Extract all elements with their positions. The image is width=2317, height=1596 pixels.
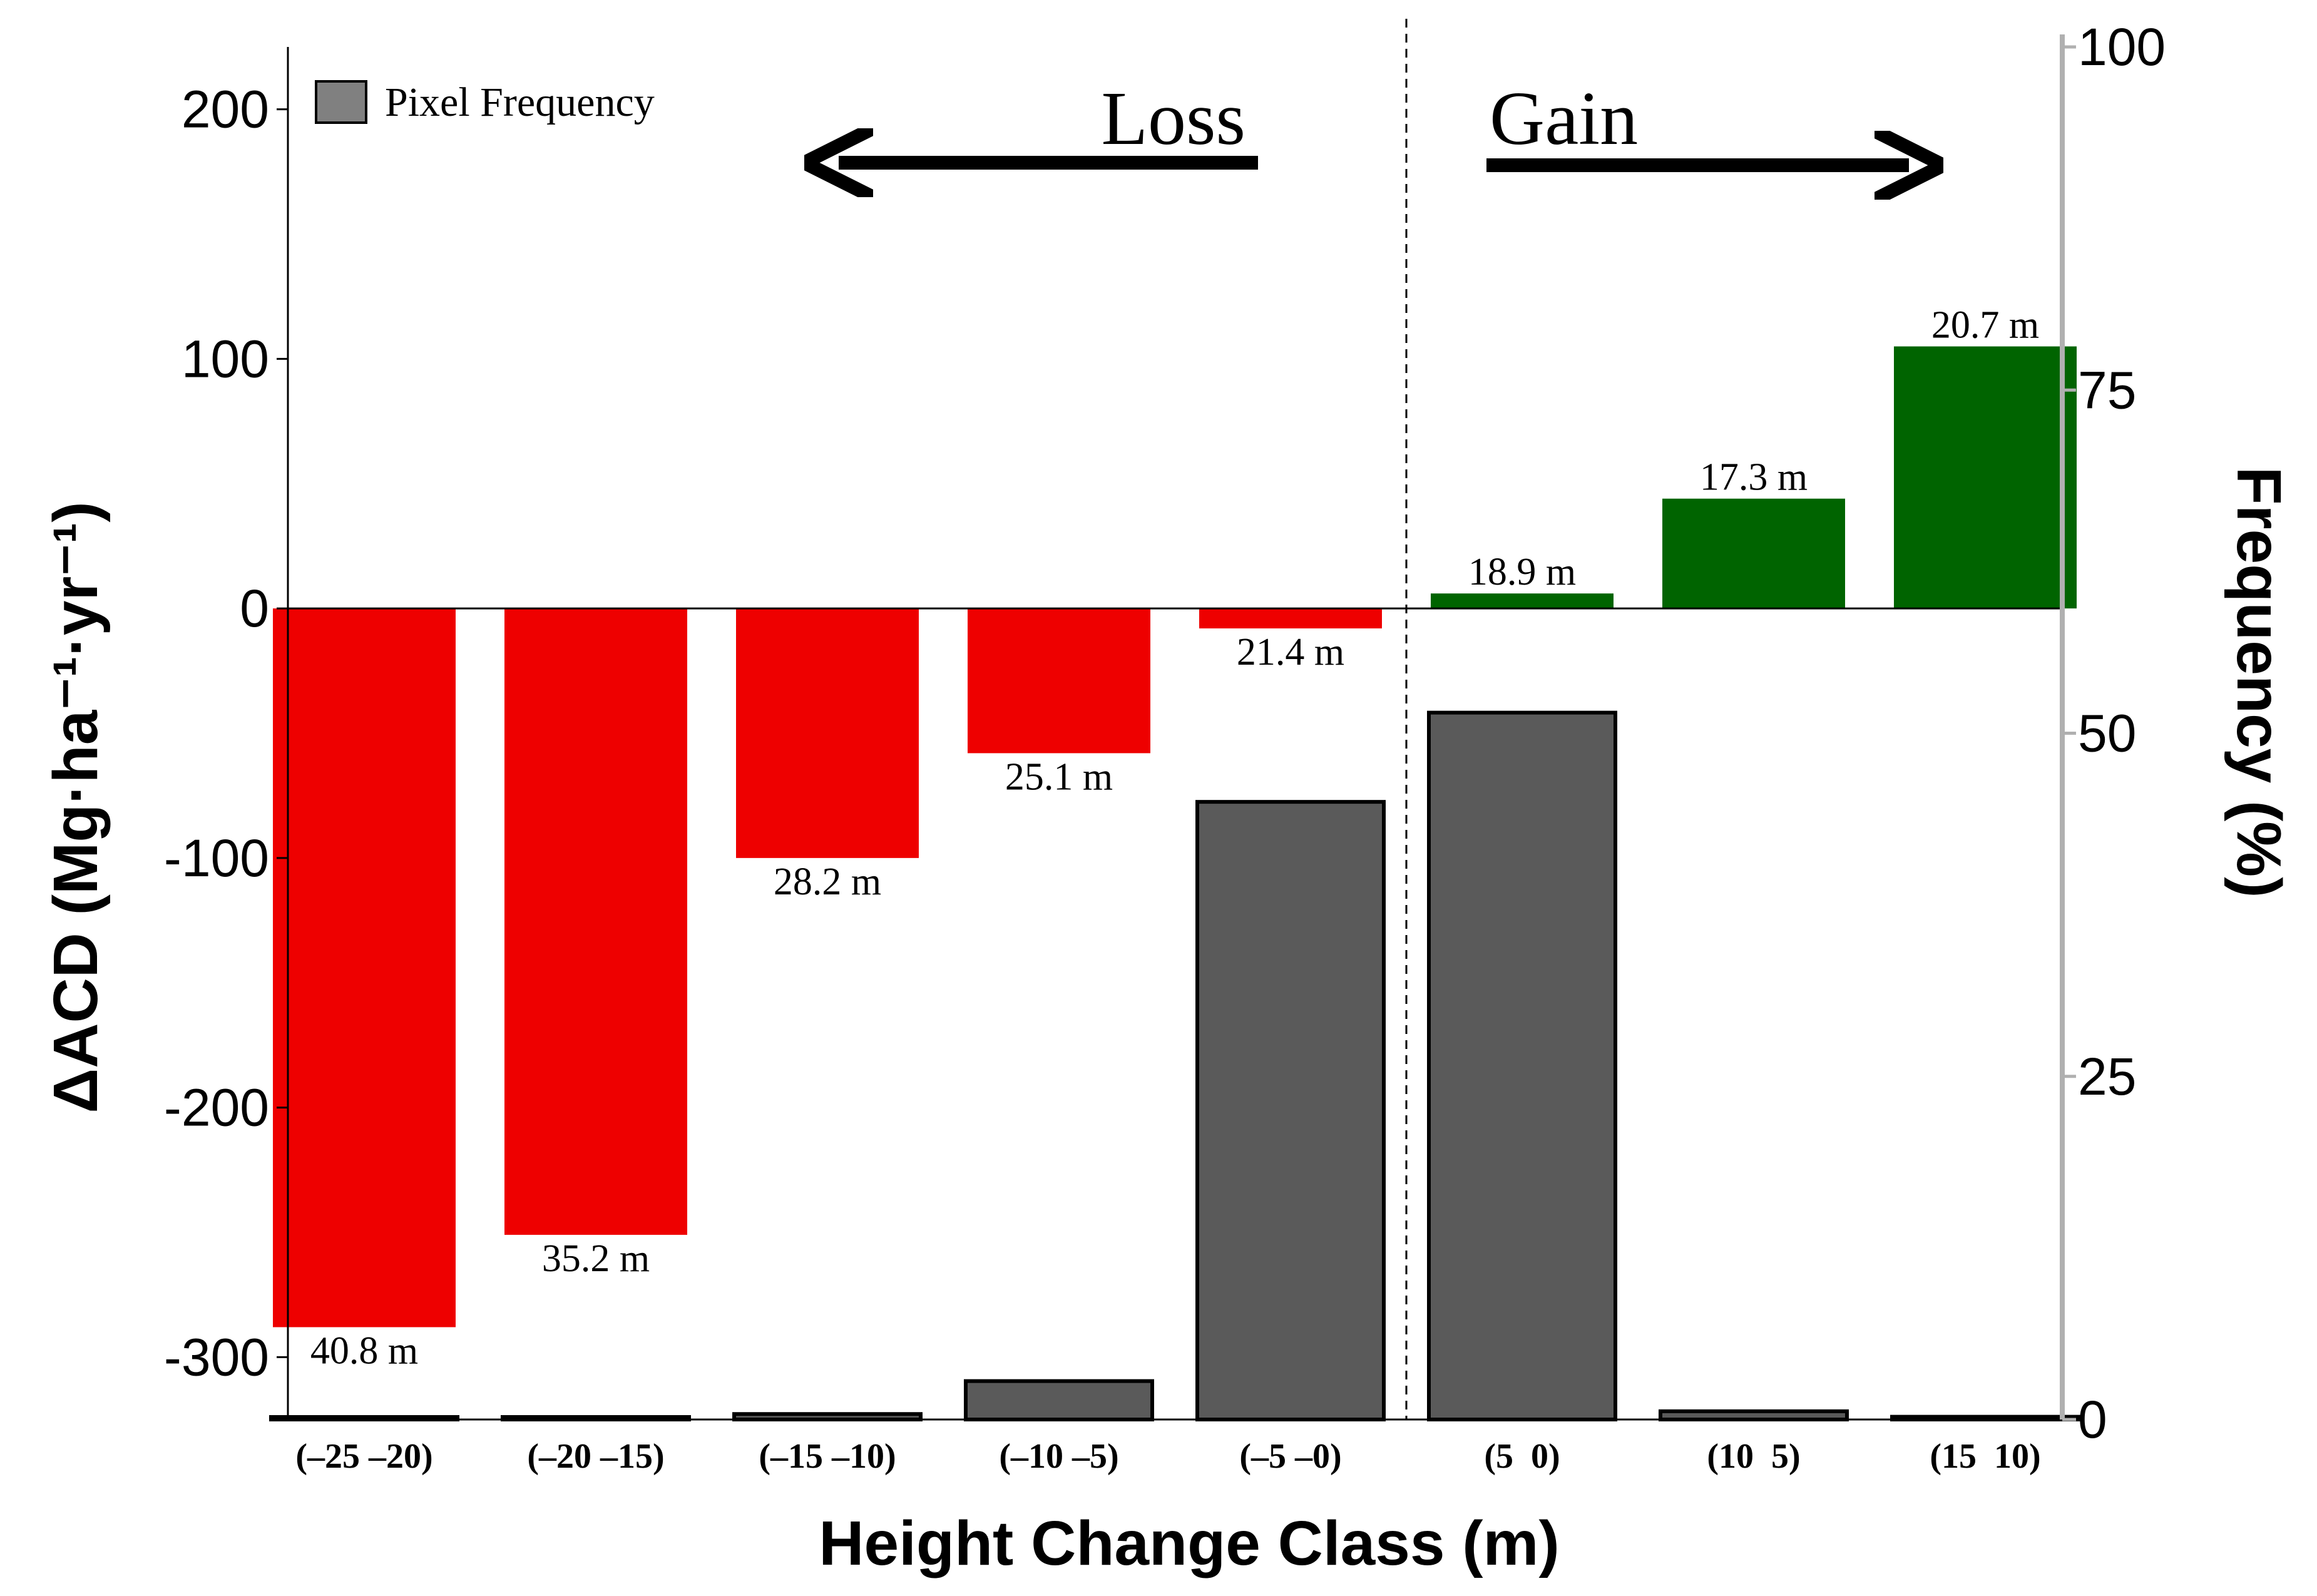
bar-value-label: 17.3 m bbox=[1700, 456, 1808, 499]
frequency-bars bbox=[269, 710, 2080, 1422]
left-tick-label: -200 bbox=[164, 1078, 269, 1137]
acd-bar bbox=[273, 608, 456, 1327]
category-label: (10 5) bbox=[1707, 1437, 1800, 1476]
left-tick-label: -100 bbox=[164, 829, 269, 888]
left-tick-label: 0 bbox=[240, 579, 269, 638]
left-tick-label: -300 bbox=[164, 1327, 269, 1386]
legend-label: Pixel Frequency bbox=[385, 79, 655, 125]
right-axis-ticks: 100 75 50 25 0 bbox=[2062, 18, 2166, 1449]
acd-bar bbox=[968, 608, 1150, 754]
acd-bar bbox=[504, 608, 687, 1235]
bar-value-labels: 40.8 m 35.2 m 28.2 m 25.1 m 21.4 m 18.9 m 17.3… bbox=[310, 304, 2039, 1372]
legend: Pixel Frequency bbox=[315, 79, 655, 125]
legend-swatch bbox=[315, 80, 367, 124]
acd-bar bbox=[1199, 608, 1382, 629]
y-axis-title: ΔACD (Mg·ha⁻¹·yr⁻¹) bbox=[41, 501, 111, 1113]
category-label: (15 10) bbox=[1930, 1437, 2040, 1476]
bar-value-label: 40.8 m bbox=[310, 1329, 418, 1372]
frequency-bar bbox=[1195, 800, 1386, 1421]
frequency-bar bbox=[1659, 1409, 1849, 1422]
y2-axis-title: Frequency (%) bbox=[2224, 466, 2294, 898]
category-label: (–10 –5) bbox=[999, 1437, 1118, 1476]
bar-value-label: 25.1 m bbox=[1005, 755, 1113, 798]
left-tick-label: 100 bbox=[182, 329, 269, 388]
category-label: (–15 –10) bbox=[759, 1437, 896, 1476]
bar-value-label: 20.7 m bbox=[1931, 304, 2039, 346]
acd-bar bbox=[1894, 346, 2077, 609]
acd-bars bbox=[273, 346, 2077, 1327]
loss-label: Loss bbox=[1102, 76, 1245, 161]
category-label: (5 0) bbox=[1484, 1437, 1560, 1476]
bar-value-label: 21.4 m bbox=[1237, 631, 1344, 673]
right-tick-label: 100 bbox=[2078, 18, 2166, 76]
right-tick-label: 50 bbox=[2078, 704, 2136, 763]
left-axis-ticks: 200 100 0 -100 -200 -300 bbox=[164, 80, 288, 1386]
bar-value-label: 35.2 m bbox=[542, 1237, 650, 1280]
frequency-bar bbox=[964, 1379, 1154, 1421]
right-tick-label: 0 bbox=[2078, 1390, 2107, 1449]
acd-bar bbox=[1431, 593, 1614, 609]
x-axis-title: Height Change Class (m) bbox=[819, 1508, 1560, 1578]
bar-value-label: 28.2 m bbox=[774, 861, 881, 903]
category-label: (–25 –20) bbox=[295, 1437, 432, 1476]
category-labels: (–25 –20) (–20 –15) (–15 –10) (–10 –5) (–5 –… bbox=[295, 1437, 2040, 1476]
category-label: (–20 –15) bbox=[527, 1437, 664, 1476]
gain-label: Gain bbox=[1490, 76, 1638, 161]
acd-bar bbox=[736, 608, 919, 858]
bar-value-label: 18.9 m bbox=[1468, 551, 1576, 593]
right-tick-label: 75 bbox=[2078, 361, 2136, 419]
acd-bar bbox=[1662, 498, 1845, 609]
category-label: (–5 –0) bbox=[1239, 1437, 1341, 1476]
left-tick-label: 200 bbox=[182, 80, 269, 139]
frequency-bar bbox=[1427, 710, 1617, 1421]
right-tick-label: 25 bbox=[2078, 1047, 2136, 1106]
